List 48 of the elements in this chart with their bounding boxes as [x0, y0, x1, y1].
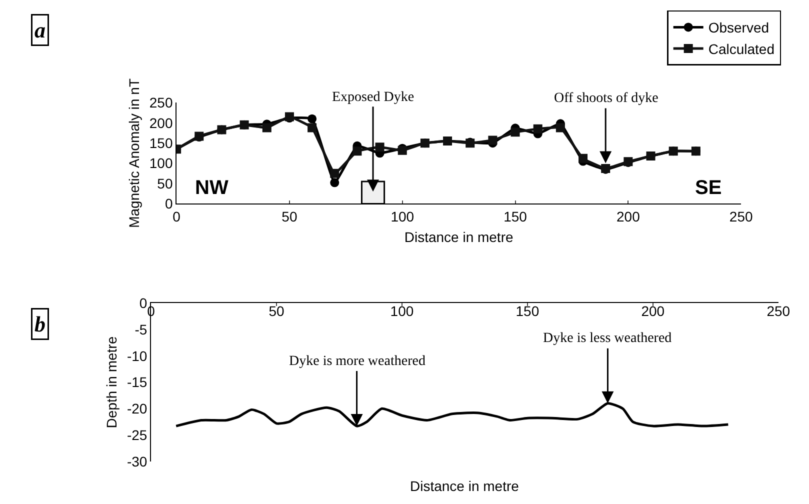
- x-tick-label: 200: [641, 303, 665, 320]
- annotation: SE: [695, 177, 722, 199]
- y-tick-label: 50: [157, 175, 173, 192]
- y-tick-label: 150: [149, 134, 173, 151]
- point: [330, 168, 340, 178]
- x-tick-label: 50: [268, 303, 284, 320]
- y-tick-label: 0: [164, 196, 173, 212]
- y-axis-title: Magnetic Anomaly in nT: [126, 78, 142, 228]
- x-axis-title: Distance in metre: [404, 228, 514, 245]
- y-tick-label: -15: [126, 374, 148, 390]
- y-tick-label: -20: [126, 400, 148, 417]
- y-tick-label: -5: [134, 321, 148, 338]
- x-tick-label: 250: [729, 208, 753, 224]
- x-tick-label: 100: [390, 303, 414, 320]
- point: [578, 154, 588, 163]
- y-tick-label: 250: [149, 94, 173, 111]
- annotation: NW: [195, 177, 228, 199]
- x-tick-label: 200: [616, 208, 640, 224]
- x-tick-label: 150: [516, 303, 540, 320]
- chart-title: b: [34, 312, 46, 336]
- x-tick-label: 100: [390, 208, 414, 224]
- point: [308, 123, 317, 132]
- x-tick-label: 250: [766, 303, 790, 320]
- y-tick-label: -25: [126, 426, 148, 443]
- point: [510, 128, 520, 137]
- annotation: Off shoots of dyke: [554, 91, 658, 106]
- point: [308, 114, 317, 124]
- chart-title: a: [34, 18, 46, 42]
- x-tick-label: 50: [282, 208, 298, 224]
- y-tick-label: -30: [126, 453, 148, 470]
- point: [352, 146, 362, 156]
- x-axis-title: Distance in metre: [410, 478, 520, 494]
- point: [262, 123, 272, 132]
- point: [556, 123, 565, 132]
- x-tick-label: 150: [504, 208, 528, 224]
- legend-label: Observed: [708, 20, 770, 36]
- annotation: Dyke is more weathered: [289, 354, 426, 369]
- point: [533, 124, 542, 134]
- y-tick-label: 200: [149, 114, 173, 131]
- y-tick-label: 100: [149, 155, 173, 172]
- legend-label: Calculated: [708, 40, 774, 57]
- y-tick-label: -10: [126, 348, 148, 364]
- annotation: Dyke is less weathered: [543, 331, 672, 346]
- y-axis-title: Depth in metre: [104, 336, 120, 428]
- point: [330, 178, 340, 188]
- point: [375, 142, 384, 152]
- band-label: Exposed Dyke: [332, 90, 414, 105]
- point: [488, 136, 498, 145]
